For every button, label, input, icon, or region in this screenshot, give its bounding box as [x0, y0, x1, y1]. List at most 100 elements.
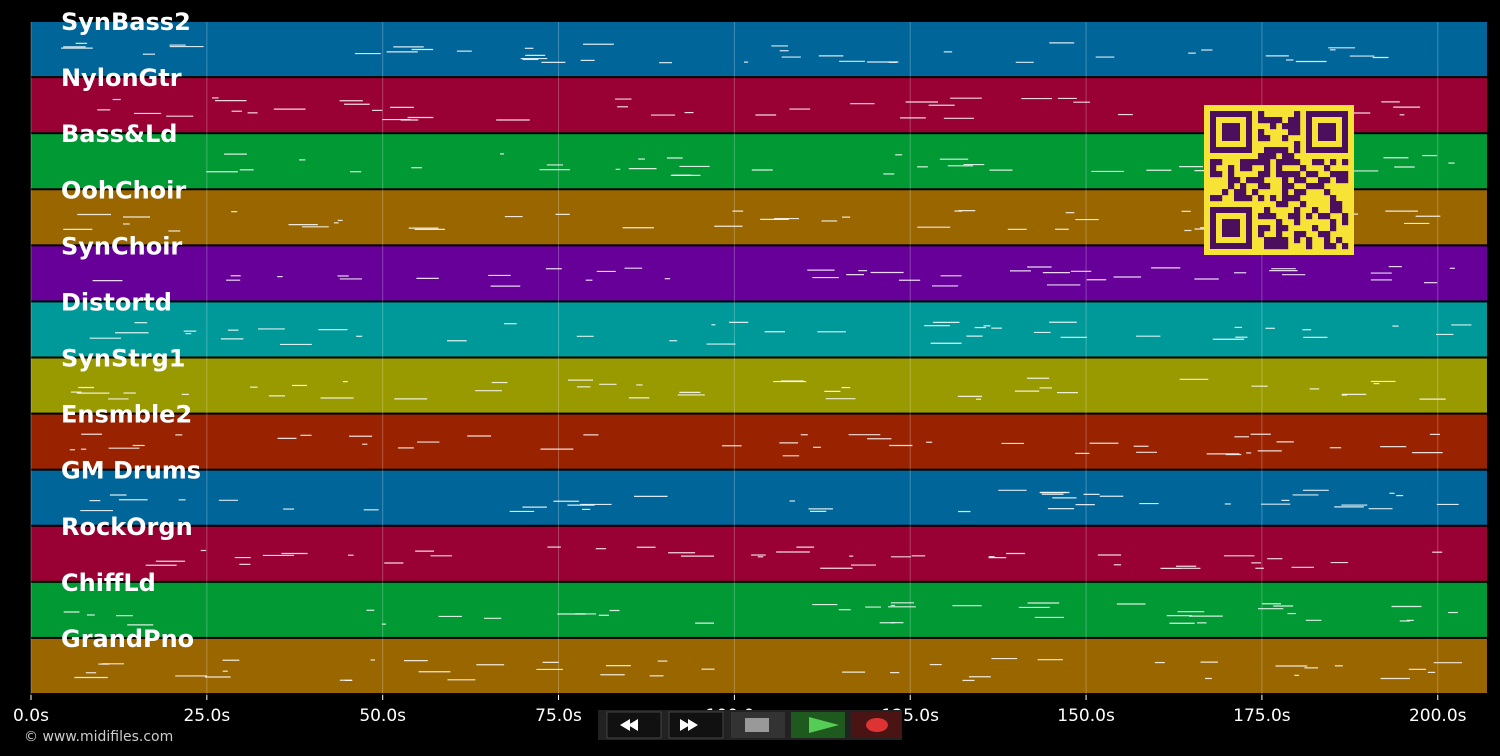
qr-finder — [1318, 123, 1336, 141]
qr-module — [1276, 201, 1283, 208]
track-name: SynStrg1 — [61, 345, 186, 373]
qr-module — [1270, 237, 1277, 244]
qr-module — [1228, 171, 1235, 178]
qr-module — [1264, 207, 1271, 214]
qr-module — [1228, 165, 1235, 172]
qr-module — [1288, 153, 1295, 160]
qr-module — [1264, 117, 1271, 124]
x-tick-label: 75.0s — [535, 706, 582, 726]
qr-module — [1282, 183, 1289, 190]
qr-module — [1210, 165, 1217, 172]
qr-module — [1330, 159, 1337, 166]
qr-module — [1270, 195, 1277, 202]
qr-module — [1270, 243, 1277, 250]
qr-module — [1276, 165, 1283, 172]
qr-module — [1258, 153, 1265, 160]
labels: SynBass2 NylonGtr Bass&Ld OohChoir SynChoir D… — [13, 8, 1467, 726]
qr-module — [1330, 207, 1337, 214]
qr-module — [1282, 195, 1289, 202]
qr-module — [1282, 177, 1289, 184]
qr-module — [1300, 201, 1307, 208]
qr-module — [1282, 225, 1289, 232]
qr-module — [1246, 195, 1253, 202]
qr-finder — [1222, 123, 1240, 141]
qr-module — [1288, 123, 1295, 130]
qr-module — [1282, 171, 1289, 178]
qr-module — [1288, 213, 1295, 220]
qr-module — [1258, 171, 1265, 178]
qr-module — [1294, 177, 1301, 184]
record-button[interactable] — [851, 712, 901, 738]
qr-module — [1294, 117, 1301, 124]
track-name: RockOrgn — [61, 513, 193, 541]
track-lane — [31, 414, 1487, 469]
qr-module — [1276, 147, 1283, 154]
qr-module — [1318, 213, 1325, 220]
qr-module — [1258, 111, 1265, 118]
qr-module — [1294, 171, 1301, 178]
qr-module — [1294, 129, 1301, 136]
qr-module — [1294, 207, 1301, 214]
qr-module — [1342, 213, 1349, 220]
qr-finder — [1222, 219, 1240, 237]
qr-module — [1270, 153, 1277, 160]
qr-module — [1300, 189, 1307, 196]
qr-module — [1252, 177, 1259, 184]
qr-module — [1288, 171, 1295, 178]
qr-module — [1312, 171, 1319, 178]
qr-module — [1282, 243, 1289, 250]
qr-module — [1234, 189, 1241, 196]
qr-module — [1270, 117, 1277, 124]
qr-module — [1330, 171, 1337, 178]
qr-module — [1276, 237, 1283, 244]
qr-module — [1234, 195, 1241, 202]
stop-button[interactable] — [731, 712, 785, 738]
qr-module — [1300, 177, 1307, 184]
track-name: SynChoir — [61, 232, 182, 260]
play-button[interactable] — [791, 712, 845, 738]
qr-module — [1324, 243, 1331, 250]
qr-module — [1306, 243, 1313, 250]
qr-module — [1294, 219, 1301, 226]
controls — [598, 710, 902, 740]
track-name: OohChoir — [61, 176, 186, 204]
qr-module — [1342, 159, 1349, 166]
qr-module — [1300, 165, 1307, 172]
qr-module — [1234, 177, 1241, 184]
qr-module — [1324, 189, 1331, 196]
qr-module — [1324, 237, 1331, 244]
qr-module — [1240, 189, 1247, 196]
qr-module — [1240, 165, 1247, 172]
x-tick-label: 50.0s — [359, 706, 406, 726]
x-tick-label: 175.0s — [1233, 706, 1291, 726]
qr-module — [1264, 159, 1271, 166]
qr-module — [1318, 183, 1325, 190]
qr-module — [1288, 117, 1295, 124]
qr-module — [1240, 183, 1247, 190]
qr-module — [1252, 159, 1259, 166]
qr-module — [1282, 189, 1289, 196]
qr-module — [1282, 237, 1289, 244]
qr-module — [1240, 159, 1247, 166]
qr-module — [1252, 189, 1259, 196]
qr-module — [1306, 171, 1313, 178]
qr-module — [1294, 195, 1301, 202]
qr-module — [1318, 231, 1325, 238]
qr-module — [1276, 243, 1283, 250]
qr-module — [1246, 159, 1253, 166]
qr-module — [1342, 177, 1349, 184]
rewind-button[interactable] — [606, 711, 662, 739]
qr-module — [1258, 159, 1265, 166]
qr-module — [1330, 219, 1337, 226]
qr-module — [1342, 243, 1349, 250]
qr-module — [1294, 159, 1301, 166]
qr-module — [1264, 147, 1271, 154]
qr-module — [1300, 231, 1307, 238]
forward-button[interactable] — [668, 711, 724, 739]
track-name: Bass&Ld — [61, 120, 177, 148]
qr-module — [1330, 225, 1337, 232]
qr-module — [1264, 183, 1271, 190]
track-lane — [31, 526, 1487, 581]
qr-module — [1258, 225, 1265, 232]
qr-module — [1216, 195, 1223, 202]
